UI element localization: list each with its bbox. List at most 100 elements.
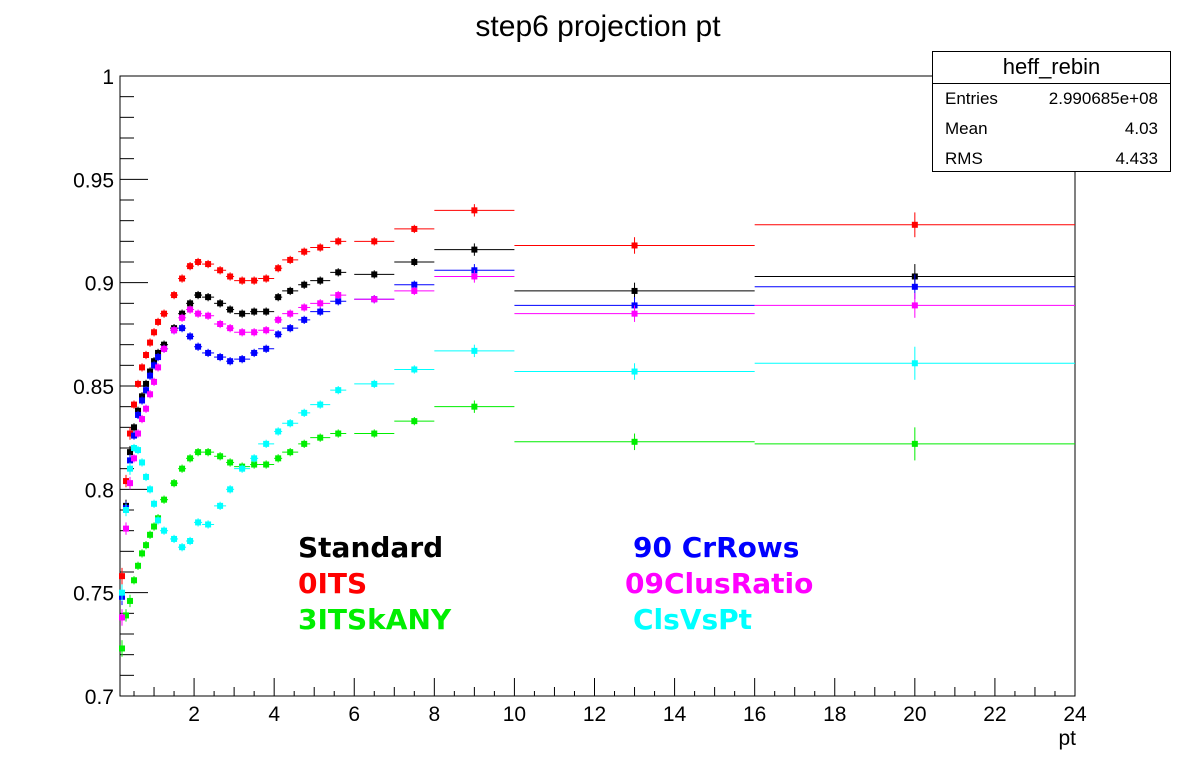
x-tick-label: 22 [983,703,1006,726]
data-point [371,271,378,278]
data-point [371,380,378,387]
data-point [151,523,158,530]
data-point [471,246,478,253]
x-tick-label: 24 [1063,703,1087,726]
data-point [335,430,342,437]
data-point [143,352,150,358]
data-point [263,275,270,282]
data-point [239,356,246,363]
stats-box: heff_rebin Entries 2.990685e+08 Mean 4.0… [932,51,1171,172]
x-tick-label: 18 [823,703,846,726]
data-point [195,343,202,350]
data-point [287,256,294,263]
data-point [371,296,378,303]
legend-entry-90crrows: 90 CrRows [633,531,800,564]
x-tick-label: 10 [503,703,526,726]
data-point [911,283,918,290]
data-point [143,473,150,480]
data-point [139,416,146,423]
data-point [127,430,134,437]
axis-ticks: 2 4 6 8 10 12 14 16 18 20 22 240.70.750.80.850.90.9… [73,66,1087,726]
data-point [911,360,918,367]
data-point [205,521,212,528]
data-point [263,345,270,352]
series-09clusratio [119,270,1075,626]
data-point [263,461,270,468]
data-point [205,312,212,319]
y-tick-label: 0.85 [73,376,114,399]
data-point [217,321,224,327]
data-point [187,263,194,270]
data-point [131,455,138,462]
data-point [135,411,142,418]
y-tick-label: 0.7 [85,686,114,709]
series-0its [119,204,1075,585]
data-point [143,387,150,394]
x-tick-label: 4 [268,703,280,726]
stats-row-mean: Mean 4.03 [933,114,1170,144]
data-point [301,281,308,288]
data-point [301,248,308,255]
data-point [135,562,142,569]
data-point [135,430,142,437]
x-axis-label: pt [1058,727,1076,750]
data-point [187,300,194,307]
data-point [239,465,246,472]
data-point [251,277,258,284]
data-point [251,455,258,462]
data-point [123,612,130,619]
data-point [139,459,146,466]
data-point [119,589,126,596]
data-point [411,418,418,425]
legend-entry-clsvspt: ClsVsPt [633,603,753,636]
data-point [155,364,162,371]
data-point [161,496,168,503]
data-point [195,519,202,526]
stats-box-title: heff_rebin [933,52,1170,84]
data-point [471,403,478,410]
data-point [179,275,186,282]
data-point [155,354,162,361]
data-point [147,531,154,538]
x-tick-label: 16 [743,703,766,726]
data-point [227,306,234,313]
data-point [205,349,212,356]
data-point [151,378,158,385]
data-point [205,294,212,301]
data-point [301,409,308,416]
data-point [287,449,294,456]
data-point [239,277,246,284]
data-point [275,316,282,323]
data-point [411,225,418,232]
x-tick-label: 12 [583,703,606,726]
data-point [147,391,154,398]
data-point [227,273,234,280]
data-point [239,329,246,336]
data-point [135,380,142,387]
series-3itskany [119,400,1075,657]
data-point [631,310,638,317]
data-point [335,238,342,245]
data-point [187,455,194,462]
data-point [127,457,134,464]
data-point [335,269,342,276]
data-point [335,298,342,305]
data-point [131,577,138,584]
data-point [195,259,202,265]
data-point [119,645,126,652]
stats-row-rms: RMS 4.433 [933,144,1170,174]
stats-value: 2.990685e+08 [1048,89,1158,108]
stats-label: Mean [945,119,988,138]
data-point [317,277,324,284]
data-point [411,287,418,294]
data-point [161,527,168,534]
data-point [471,207,478,214]
data-point [131,432,138,439]
data-point [147,486,154,493]
data-point [471,347,478,354]
data-point [131,445,138,451]
data-point [179,544,186,551]
data-point [317,300,324,307]
data-point [301,316,308,323]
data-point [335,292,342,299]
